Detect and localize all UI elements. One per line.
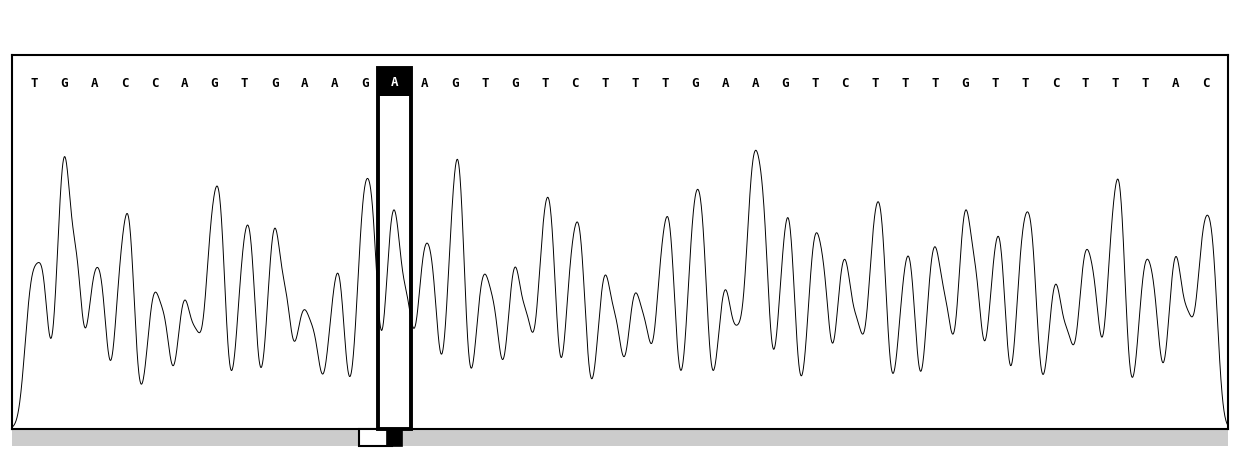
Text: A: A [331, 77, 339, 90]
Text: C: C [1052, 77, 1059, 90]
Text: T: T [1112, 77, 1120, 90]
Text: G: G [451, 77, 459, 90]
Text: A: A [301, 77, 309, 90]
Text: G: G [361, 77, 368, 90]
Text: T: T [901, 77, 909, 90]
Bar [358, 429, 392, 446]
Text: T: T [481, 77, 489, 90]
Text: G: G [962, 77, 970, 90]
Text: T: T [31, 77, 38, 90]
Text: G: G [270, 77, 278, 90]
Text: G: G [692, 77, 699, 90]
Text: T: T [1081, 77, 1089, 90]
Text: T: T [1142, 77, 1149, 90]
Bar [378, 68, 412, 429]
Text: C: C [151, 77, 159, 90]
Text: A: A [1172, 77, 1179, 90]
Bar [12, 429, 1228, 446]
Text: T: T [541, 77, 548, 90]
Text: T: T [992, 77, 999, 90]
Text: G: G [211, 77, 218, 90]
Text: C: C [1202, 77, 1209, 90]
Text: A: A [751, 77, 759, 90]
Text: A: A [181, 77, 188, 90]
Text: C: C [120, 77, 128, 90]
Text: A: A [722, 77, 729, 90]
Text: T: T [931, 77, 939, 90]
Text: A: A [391, 76, 398, 89]
Text: T: T [811, 77, 818, 90]
Text: C: C [572, 77, 579, 90]
Bar [387, 429, 402, 446]
Text: T: T [241, 77, 248, 90]
Text: T: T [601, 77, 609, 90]
Bar [378, 68, 412, 96]
Text: T: T [872, 77, 879, 90]
Text: G: G [781, 77, 789, 90]
Text: A: A [391, 77, 398, 90]
Text: T: T [661, 77, 668, 90]
Text: G: G [511, 77, 518, 90]
Text: A: A [422, 77, 429, 90]
Text: T: T [1022, 77, 1029, 90]
Text: C: C [842, 77, 849, 90]
Text: G: G [61, 77, 68, 90]
Text: A: A [91, 77, 98, 90]
Text: T: T [631, 77, 639, 90]
